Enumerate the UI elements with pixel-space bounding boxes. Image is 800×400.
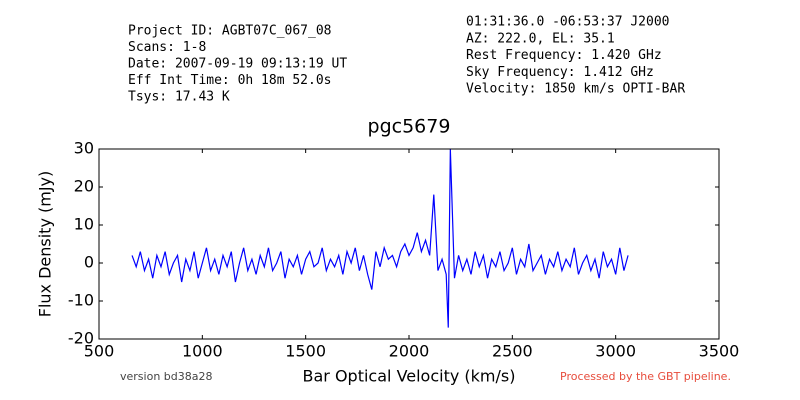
y-tick-label: -10 xyxy=(68,291,94,310)
header-line: Tsys: 17.43 K xyxy=(128,90,230,105)
y-tick-label: 10 xyxy=(74,215,94,234)
x-axis-label: Bar Optical Velocity (km/s) xyxy=(303,367,516,386)
x-tick-label: 1500 xyxy=(285,342,326,361)
header-line: Velocity: 1850 km/s OPTI-BAR xyxy=(466,82,685,97)
y-tick-label: 30 xyxy=(74,139,94,158)
header-line: Eff Int Time: 0h 18m 52.0s xyxy=(128,73,332,88)
header-line: Scans: 1-8 xyxy=(128,40,206,55)
y-tick-label: -20 xyxy=(68,329,94,348)
header-line: 01:31:36.0 -06:53:37 J2000 xyxy=(466,15,670,30)
header-line: Rest Frequency: 1.420 GHz xyxy=(466,48,662,63)
x-tick-label: 3500 xyxy=(699,342,740,361)
x-tick-label: 3000 xyxy=(595,342,636,361)
header-line: Project ID: AGBT07C_067_08 xyxy=(128,24,332,39)
x-tick-label: 1000 xyxy=(182,342,223,361)
pipeline-label: Processed by the GBT pipeline. xyxy=(560,370,731,383)
chart-title: pgc5679 xyxy=(368,116,451,138)
x-tick-label: 500 xyxy=(84,342,115,361)
x-tick-label: 2500 xyxy=(492,342,533,361)
version-label: version bd38a28 xyxy=(120,370,213,383)
spectrum-line xyxy=(131,149,629,328)
header-line: AZ: 222.0, EL: 35.1 xyxy=(466,31,615,46)
y-tick-label: 20 xyxy=(74,177,94,196)
x-tick-label: 2000 xyxy=(389,342,430,361)
header-line: Date: 2007-09-19 09:13:19 UT xyxy=(128,57,347,72)
y-axis-label: Flux Density (mJy) xyxy=(36,171,55,318)
header-line: Sky Frequency: 1.412 GHz xyxy=(466,65,654,80)
y-tick-label: 0 xyxy=(84,253,94,272)
